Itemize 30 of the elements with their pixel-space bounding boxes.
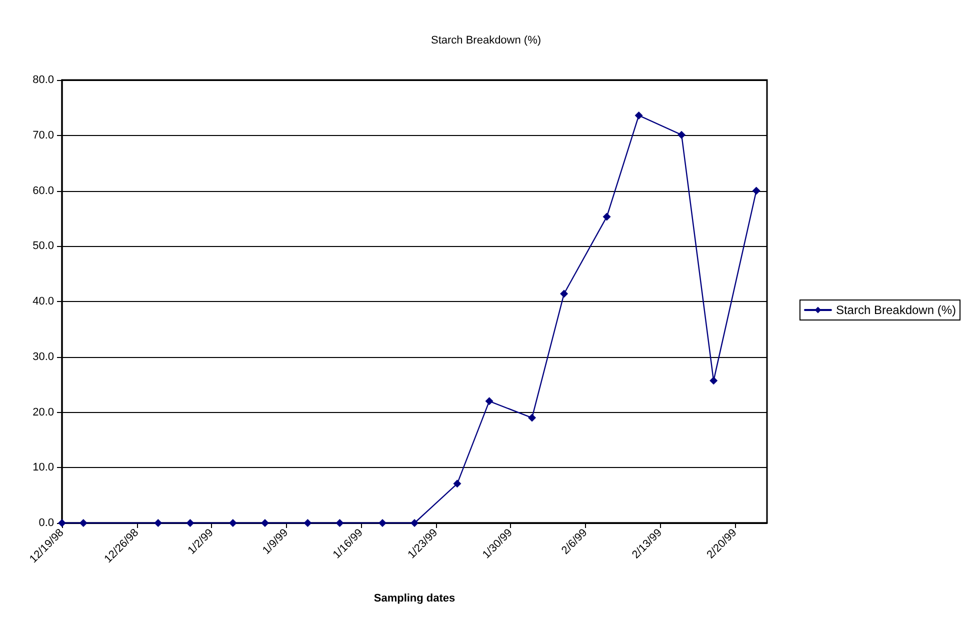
point: [560, 290, 568, 298]
y-tick-label: 0.0: [38, 517, 54, 529]
point: [710, 376, 718, 385]
point: [602, 212, 611, 221]
y-tick-label: 30.0: [32, 350, 54, 363]
point: [453, 480, 462, 488]
point: [336, 519, 344, 527]
y-tick-label: 10.0: [32, 462, 54, 474]
x-axis-title: Sampling dates: [374, 592, 456, 604]
point: [154, 519, 162, 527]
point: [79, 519, 88, 527]
y-tick-label: 20.0: [32, 406, 54, 418]
y-tick-label: 40.0: [32, 296, 54, 308]
point: [528, 414, 536, 422]
point: [260, 519, 269, 527]
y-tick-label: 50.0: [32, 240, 54, 252]
point: [678, 130, 686, 139]
point: [634, 111, 643, 120]
y-tick-label: 60.0: [32, 184, 54, 197]
point: [304, 519, 312, 527]
chart-title: Starch Breakdown (%): [430, 34, 542, 46]
y-tick-label: 70.0: [32, 129, 54, 142]
legend-label: Starch Breakdown (%): [836, 303, 956, 317]
point: [410, 519, 418, 527]
point: [752, 186, 760, 195]
y-tick-label: 80.0: [32, 74, 54, 86]
point: [378, 519, 386, 527]
point: [485, 397, 494, 406]
point: [186, 519, 194, 527]
point: [228, 519, 237, 527]
